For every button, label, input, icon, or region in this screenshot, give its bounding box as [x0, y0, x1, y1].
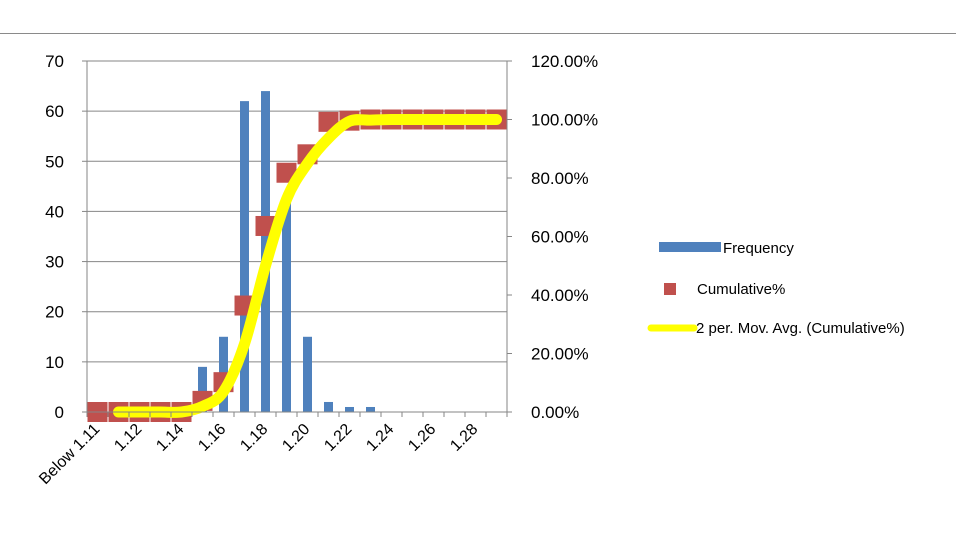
x-tick-label: 1.26: [405, 421, 439, 455]
x-tick-label: 1.14: [153, 421, 187, 455]
legend-label-moving-avg: 2 per. Mov. Avg. (Cumulative%): [696, 320, 905, 337]
y-right-tick-label: 20.00%: [531, 345, 589, 364]
y-left-tick-label: 70: [45, 52, 64, 71]
legend-label-cumulative: Cumulative%: [697, 281, 785, 298]
y-right-tick-label: 100.00%: [531, 111, 598, 130]
x-tick-label: 1.24: [363, 421, 397, 455]
frequency-bar: [303, 336, 312, 412]
frequency-bars: [198, 91, 375, 412]
x-tick-label: 1.22: [321, 421, 355, 455]
frequency-bar: [282, 196, 291, 412]
frequency-bar: [366, 406, 375, 412]
x-tick-label: 1.12: [111, 421, 145, 455]
y-right-tick-label: 60.00%: [531, 228, 589, 247]
gridlines: [87, 60, 507, 413]
frequency-bar: [240, 101, 249, 412]
cumulative-markers: [87, 109, 507, 422]
x-tick-label: 1.18: [237, 421, 271, 455]
y-left-tick-label: 30: [45, 253, 64, 272]
top-divider: [0, 33, 956, 34]
frequency-bar: [324, 401, 333, 412]
frequency-bar: [198, 366, 207, 412]
y-left-tick-label: 60: [45, 102, 64, 121]
y-right-tick-label: 0.00%: [531, 403, 579, 422]
frequency-bar: [345, 406, 354, 412]
y-right-tick-label: 80.00%: [531, 169, 589, 188]
axes: 0 10 20 30 40 50 60 70 0.00% 20.00% 40.00% 60.00% 80…: [36, 52, 598, 488]
y-right-tick-label: 120.00%: [531, 52, 598, 71]
legend-swatch-frequency: [659, 242, 721, 252]
x-tick-label: Below 1.11: [36, 421, 103, 488]
x-tick-label: 1.16: [195, 421, 229, 455]
y-left-tick-label: 50: [45, 152, 64, 171]
y-left-tick-label: 10: [45, 353, 64, 372]
y-left-tick-label: 20: [45, 303, 64, 322]
y-left-tick-label: 40: [45, 202, 64, 221]
legend-swatch-cumulative: [664, 283, 676, 295]
legend-label-frequency: Frequency: [723, 240, 794, 257]
legend: Frequency Cumulative% 2 per. Mov. Avg. (…: [647, 240, 905, 337]
y-left-tick-label: 0: [55, 403, 64, 422]
y-right-tick-label: 40.00%: [531, 286, 589, 305]
x-tick-label: 1.20: [279, 421, 313, 455]
x-tick-label: 1.28: [447, 421, 481, 455]
